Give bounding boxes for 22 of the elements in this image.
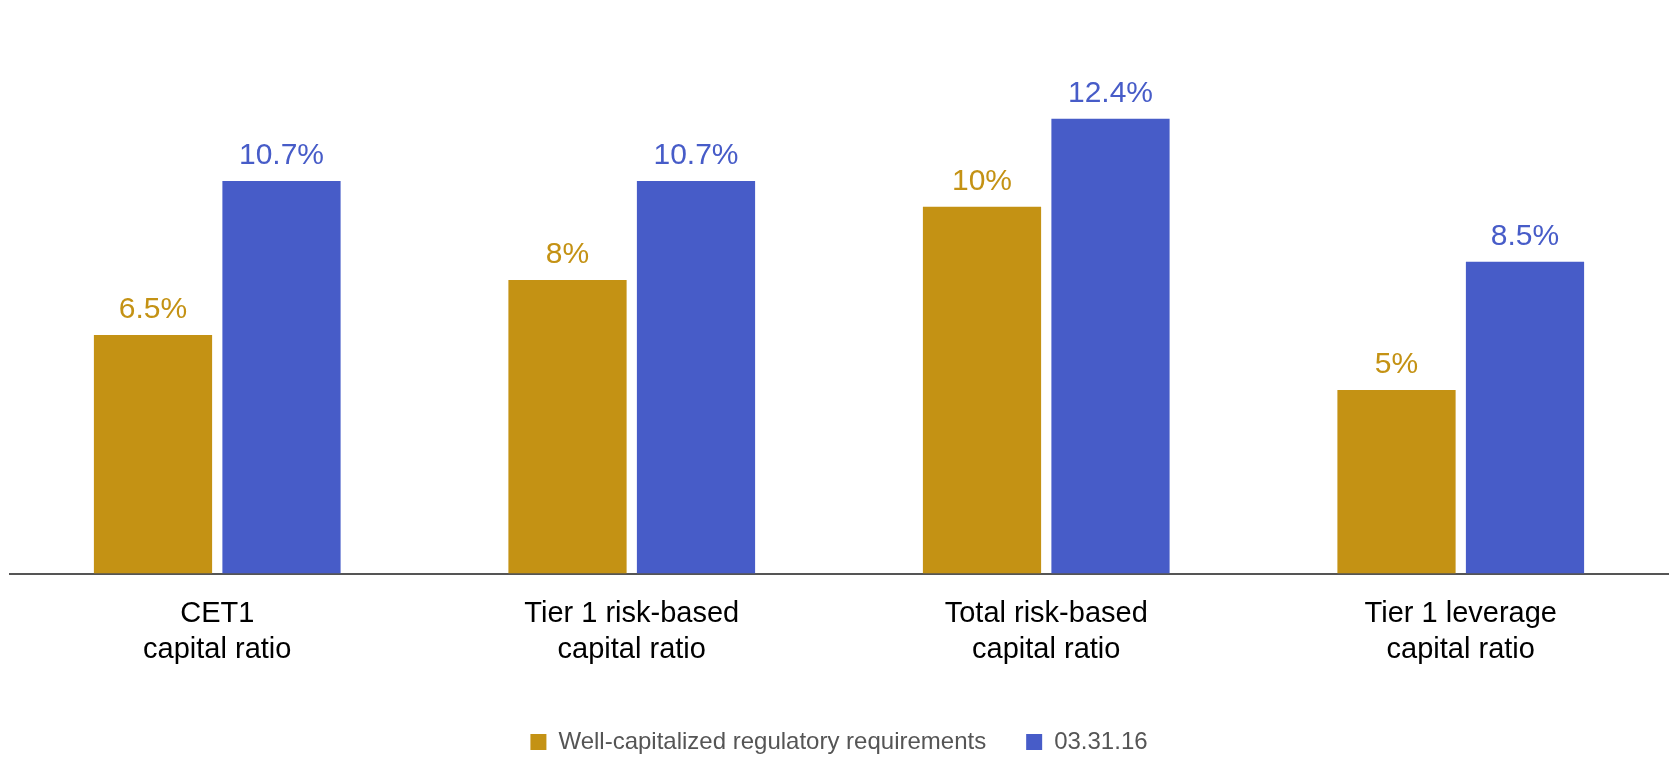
data-label: 6.5% bbox=[118, 291, 188, 325]
data-label: 8.5% bbox=[1490, 218, 1560, 251]
x-tick-label: Tier 1 risk-based capital ratio bbox=[524, 595, 740, 664]
x-tick-label: Tier 1 leverage capital ratio bbox=[1364, 595, 1557, 664]
data-label: 10.7% bbox=[653, 137, 739, 171]
bar bbox=[222, 181, 341, 574]
bar bbox=[1051, 118, 1170, 574]
legend-label: 03.31.16 bbox=[1054, 726, 1148, 754]
data-label: 12.4% bbox=[1067, 74, 1154, 108]
bar bbox=[1465, 261, 1585, 574]
bar bbox=[1337, 390, 1456, 574]
legend-label: Well-capitalized regulatory requirements bbox=[558, 726, 987, 754]
bar bbox=[93, 335, 213, 574]
bar bbox=[636, 181, 756, 574]
data-label: 8% bbox=[545, 236, 590, 270]
bar bbox=[922, 206, 1042, 574]
data-label: 10% bbox=[951, 162, 1013, 196]
x-tick-label: Total risk-based capital ratio bbox=[944, 595, 1148, 664]
x-tick-label: CET1 capital ratio bbox=[143, 595, 292, 664]
data-label: 5% bbox=[1374, 346, 1419, 380]
bar bbox=[508, 280, 627, 574]
data-label: 10.7% bbox=[238, 137, 325, 171]
